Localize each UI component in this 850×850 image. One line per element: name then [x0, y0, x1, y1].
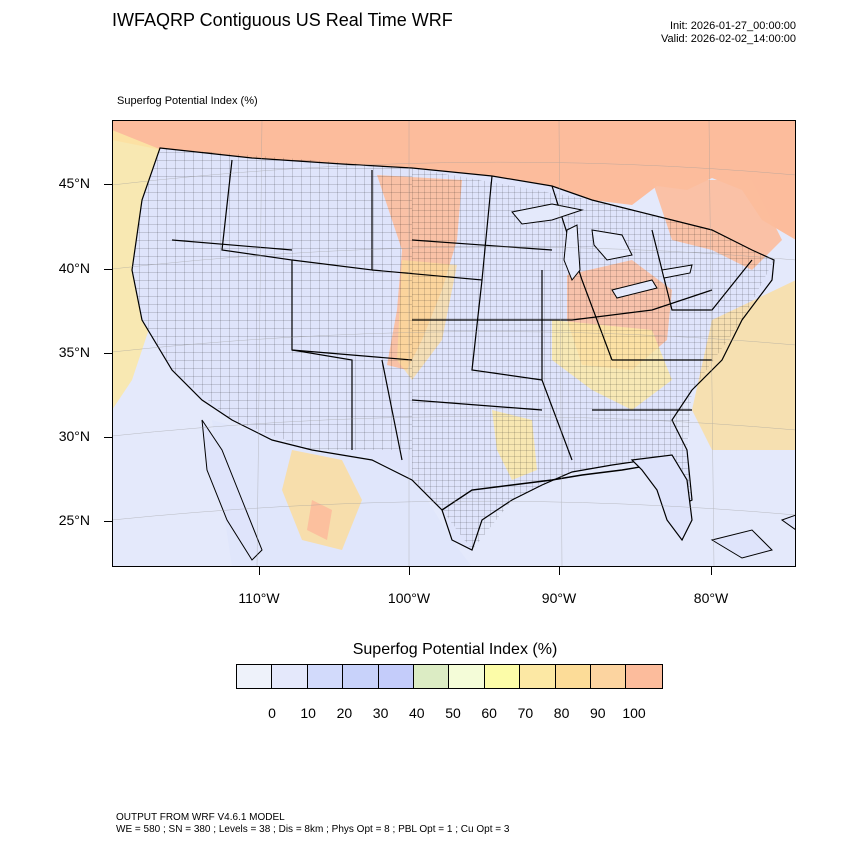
- colorbar-label: 40: [409, 705, 425, 721]
- colorbar-box: [307, 665, 344, 688]
- lat-label: 30°N: [58, 428, 90, 444]
- colorbar-box: [520, 665, 556, 688]
- footer-line-1: OUTPUT FROM WRF V4.6.1 MODEL: [116, 812, 285, 823]
- map-subtitle: Superfog Potential Index (%): [117, 95, 258, 107]
- colorbar-label: 20: [336, 705, 353, 721]
- lon-label: 100°W: [387, 590, 431, 606]
- colorbar: [236, 664, 663, 689]
- colorbar-label: 60: [481, 705, 497, 721]
- lat-tick: [104, 353, 112, 354]
- colorbar-box: [555, 665, 591, 688]
- lon-label: 80°W: [693, 590, 729, 606]
- lat-tick: [104, 437, 112, 438]
- footer-line-2: WE = 580 ; SN = 380 ; Levels = 38 ; Dis …: [116, 824, 510, 835]
- lat-label: 45°N: [58, 175, 90, 191]
- colorbar-label: 0: [268, 705, 276, 721]
- colorbar-box: [484, 665, 521, 688]
- colorbar-box: [343, 665, 379, 688]
- colorbar-box: [449, 665, 485, 688]
- colorbar-box: [378, 665, 414, 688]
- canada: [112, 120, 796, 240]
- mexico-warm: [282, 450, 362, 550]
- lat-label: 40°N: [58, 260, 90, 276]
- lon-tick: [559, 567, 560, 575]
- colorbar-box: [413, 665, 450, 688]
- valid-time: Valid: 2026-02-02_14:00:00: [661, 33, 796, 45]
- great-lakes: [511, 203, 693, 299]
- lon-tick: [409, 567, 410, 575]
- lon-tick: [259, 567, 260, 575]
- lon-label: 110°W: [238, 590, 280, 606]
- lat-tick: [104, 269, 112, 270]
- lat-label: 25°N: [58, 512, 90, 528]
- lat-tick: [104, 521, 112, 522]
- colorbar-label: 70: [517, 705, 534, 721]
- lat-tick: [104, 184, 112, 185]
- map-svg: [112, 120, 796, 567]
- florida: [630, 454, 693, 542]
- colorbar-box: [272, 665, 308, 688]
- colorbar-title: Superfog Potential Index (%): [352, 641, 558, 658]
- model-footer: OUTPUT FROM WRF V4.6.1 MODEL WE = 580 ; …: [116, 812, 509, 836]
- lon-label: 90°W: [541, 590, 577, 606]
- init-time: Init: 2026-01-27_00:00:00: [670, 20, 796, 32]
- graticule: [112, 120, 796, 567]
- map-panel: [112, 120, 796, 567]
- colorbar-label: 30: [372, 705, 389, 721]
- colorbar-label: 90: [590, 705, 606, 721]
- state-boundaries: [131, 147, 775, 551]
- colorbar-label: 10: [300, 705, 316, 721]
- plot-title: IWFAQRP Contiguous US Real Time WRF: [112, 10, 453, 30]
- colorbar-box: [626, 665, 662, 688]
- colorbar-label: 80: [553, 705, 570, 721]
- lon-tick: [711, 567, 712, 575]
- colorbar-label: 50: [445, 705, 461, 721]
- colorbar-box: [237, 665, 273, 688]
- init-valid-block: Init: 2026-01-27_00:00:00 Valid: 2026-02…: [661, 20, 796, 46]
- colorbar-label: 100: [622, 705, 646, 721]
- lat-label: 35°N: [58, 344, 90, 360]
- colorbar-box: [590, 665, 627, 688]
